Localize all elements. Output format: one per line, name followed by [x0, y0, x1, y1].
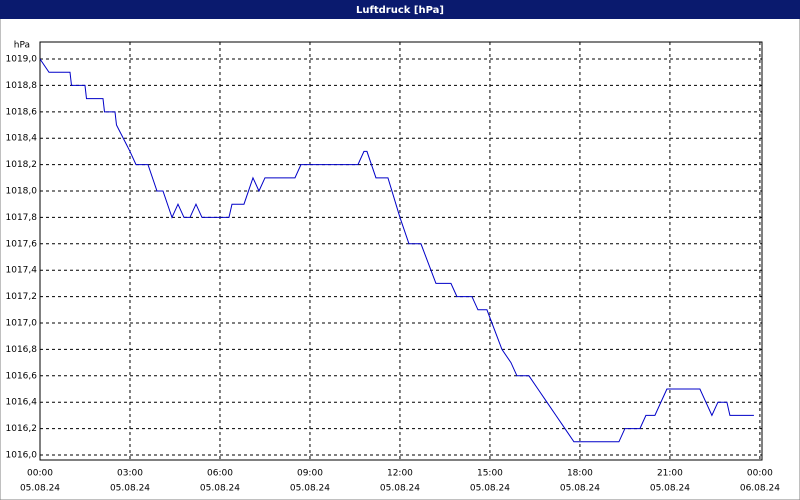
plot-area: [39, 41, 763, 461]
y-tick-label: 1018,8: [6, 81, 38, 91]
x-tick-date: 05.08.24: [380, 484, 420, 494]
x-tick-label: 00:00: [747, 469, 773, 479]
x-tick-label: 09:00: [297, 469, 323, 479]
x-tick-label: 00:00: [27, 469, 53, 479]
chart-title: Luftdruck [hPa]: [356, 5, 444, 16]
x-tick-label: 06:00: [207, 469, 233, 479]
x-tick-date: 05.08.24: [20, 484, 60, 494]
y-tick-label: 1017,8: [6, 213, 38, 223]
x-tick-date: 05.08.24: [110, 484, 150, 494]
data-line: [39, 58, 754, 443]
y-tick-label: 1018,4: [6, 134, 38, 144]
x-tick-date: 05.08.24: [560, 484, 600, 494]
x-tick-label: 12:00: [387, 469, 413, 479]
y-tick-label: 1019,0: [6, 55, 38, 65]
x-tick-label: 15:00: [477, 469, 503, 479]
y-tick-label: 1016,4: [6, 398, 38, 408]
y-tick-label: 1017,2: [6, 292, 38, 302]
y-tick-label: 1017,6: [6, 239, 38, 249]
x-tick-date: 05.08.24: [470, 484, 510, 494]
x-tick-date: 05.08.24: [290, 484, 330, 494]
x-tick-label: 21:00: [657, 469, 683, 479]
y-tick-label: 1018,6: [6, 107, 38, 117]
title-bar: [0, 0, 800, 19]
y-tick-label: 1016,2: [6, 424, 38, 434]
y-tick-label: 1016,0: [6, 450, 38, 460]
x-tick-date: 05.08.24: [650, 484, 690, 494]
x-tick-label: 18:00: [567, 469, 593, 479]
x-tick-date: 06.08.24: [740, 484, 780, 494]
x-tick-date: 05.08.24: [200, 484, 240, 494]
y-tick-label: 1016,8: [6, 345, 38, 355]
y-tick-label: 1018,2: [6, 160, 38, 170]
y-unit: hPa: [14, 41, 30, 51]
y-tick-label: 1018,0: [6, 187, 38, 197]
y-tick-label: 1017,4: [6, 266, 38, 276]
y-tick-label: 1017,0: [6, 318, 38, 328]
x-tick-label: 03:00: [117, 469, 143, 479]
y-tick-label: 1016,6: [6, 371, 38, 381]
